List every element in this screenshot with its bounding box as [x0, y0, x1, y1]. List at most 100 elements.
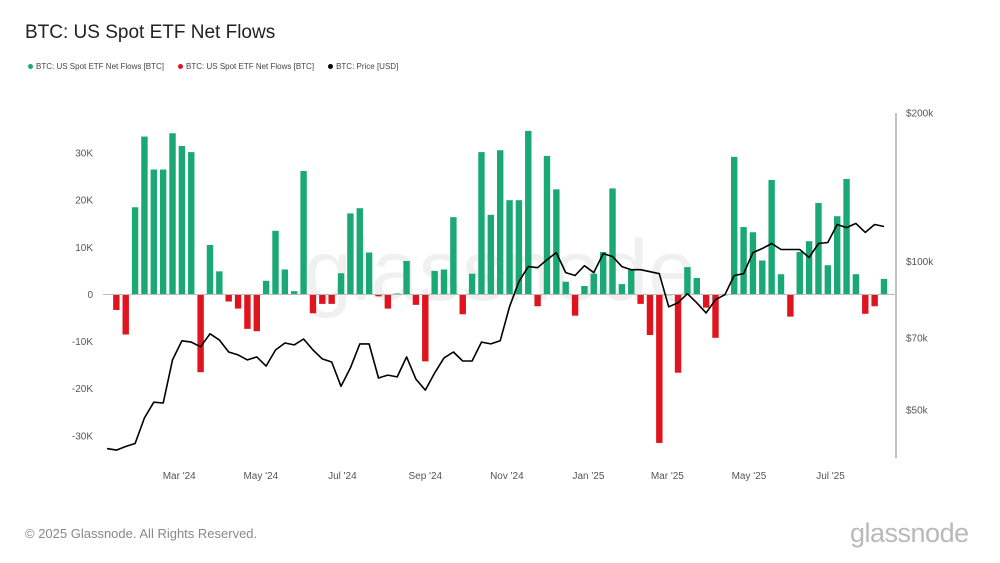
inflow-bar	[805, 241, 813, 295]
legend-label: BTC: US Spot ETF Net Flows [BTC]	[36, 62, 165, 71]
inflow-bar	[609, 188, 616, 295]
legend-item-outflows[interactable]: BTC: US Spot ETF Net Flows [BTC]	[178, 62, 314, 71]
x-axis-tick-label: Sep '24	[408, 471, 442, 482]
inflow-bar	[403, 260, 410, 295]
inflow-bar	[768, 179, 775, 295]
x-axis-tick-label: Nov '24	[490, 471, 524, 482]
inflow-bar	[272, 230, 279, 295]
inflow-bar	[356, 208, 363, 295]
outflow-bar	[712, 294, 719, 338]
inflow-bar	[740, 227, 747, 295]
legend-item-price[interactable]: BTC: Price [USD]	[328, 62, 398, 71]
left-axis-tick-label: 0	[87, 290, 93, 301]
inflow-bar	[487, 214, 495, 295]
inflow-bar	[525, 130, 532, 295]
inflow-bar	[216, 271, 223, 295]
inflow-bar	[300, 170, 307, 295]
inflow-bar	[150, 169, 158, 295]
inflow-bar	[796, 252, 803, 295]
inflow-bar	[188, 152, 195, 295]
legend-item-inflows[interactable]: BTC: US Spot ETF Net Flows [BTC]	[28, 62, 164, 71]
inflow-bar	[543, 155, 551, 295]
inflow-bar	[478, 152, 485, 295]
inflow-bar	[731, 156, 738, 295]
outflow-bar	[197, 294, 204, 373]
left-axis-tick-label: -10K	[72, 337, 93, 348]
inflow-bar	[599, 252, 607, 295]
legend-label: BTC: US Spot ETF Net Flows [BTC]	[186, 62, 315, 71]
outflow-bar	[309, 294, 317, 314]
outflow-bar	[637, 294, 644, 304]
left-axis-tick-label: -30K	[72, 431, 93, 442]
outflow-bar	[787, 294, 794, 317]
inflow-bar	[262, 280, 270, 295]
inflow-bar	[833, 216, 841, 295]
inflow-bar	[206, 244, 214, 295]
left-axis-tick-label: 10K	[75, 243, 93, 254]
x-axis-tick-label: Mar '24	[163, 471, 196, 482]
outflow-bar	[862, 294, 869, 314]
inflow-bar	[880, 278, 888, 295]
outflow-bar	[319, 294, 326, 304]
x-axis-tick-label: May '25	[732, 471, 767, 482]
outflow-bar	[702, 294, 710, 308]
legend-label: BTC: Price [USD]	[336, 62, 399, 71]
outflow-bar	[646, 294, 654, 335]
inflow-bar	[852, 274, 860, 295]
outflow-bar	[384, 294, 392, 309]
x-axis-tick-label: Jul '24	[328, 471, 357, 482]
x-axis-tick-label: Jan '25	[572, 471, 604, 482]
inflow-bar	[131, 207, 139, 295]
legend: BTC: US Spot ETF Net Flows [BTC] BTC: US…	[28, 62, 398, 71]
inflow-bar	[515, 200, 523, 295]
inflow-bar	[628, 269, 635, 295]
x-axis-tick-label: Mar '25	[651, 471, 684, 482]
legend-dot-icon	[178, 64, 184, 70]
inflow-bar	[759, 260, 766, 295]
inflow-bar	[590, 273, 597, 295]
outflow-bar	[375, 294, 382, 297]
inflow-bar	[618, 284, 626, 295]
outflow-bar	[122, 294, 129, 335]
inflow-bar	[843, 178, 850, 295]
outflow-bar	[234, 294, 242, 309]
outflow-bar	[253, 294, 260, 332]
x-axis-tick-label: May '24	[243, 471, 278, 482]
glassnode-logo: glassnode	[850, 518, 969, 548]
inflow-bar	[347, 213, 354, 295]
inflow-bar	[178, 145, 186, 295]
inflow-bar	[141, 136, 148, 295]
inflow-bar	[693, 277, 700, 295]
left-axis-tick-label: -20K	[72, 384, 93, 395]
inflow-bar	[496, 150, 504, 295]
outflow-bar	[225, 294, 232, 302]
inflow-bar	[291, 291, 298, 295]
inflow-bar	[440, 269, 448, 295]
price-line	[106, 222, 885, 451]
inflow-bar	[777, 274, 785, 295]
copyright: © 2025 Glassnode. All Rights Reserved.	[25, 526, 258, 541]
right-axis-tick-label: $50k	[906, 406, 929, 417]
outflow-bar	[244, 294, 251, 329]
right-axis-tick-label: $70k	[906, 334, 929, 345]
right-axis-tick-label: $100k	[906, 257, 934, 268]
inflow-bar	[159, 169, 167, 295]
legend-dot-icon	[328, 64, 334, 70]
left-axis-tick-label: 30K	[75, 149, 93, 160]
outflow-bar	[328, 294, 335, 304]
chart-title: BTC: US Spot ETF Net Flows	[25, 22, 276, 43]
outflow-bar	[656, 294, 663, 443]
inflow-bar	[337, 273, 345, 295]
inflow-bar	[468, 273, 476, 295]
outflow-bar	[412, 294, 420, 305]
legend-dot-icon	[28, 64, 33, 70]
left-axis-tick-label: 20K	[75, 196, 93, 207]
inflow-bar	[581, 285, 588, 295]
inflow-bar	[553, 189, 560, 295]
inflow-bar	[815, 203, 822, 295]
inflow-bar	[684, 267, 691, 295]
inflow-bar	[506, 200, 513, 295]
inflow-bar	[281, 269, 289, 295]
outflow-bar	[113, 294, 120, 311]
